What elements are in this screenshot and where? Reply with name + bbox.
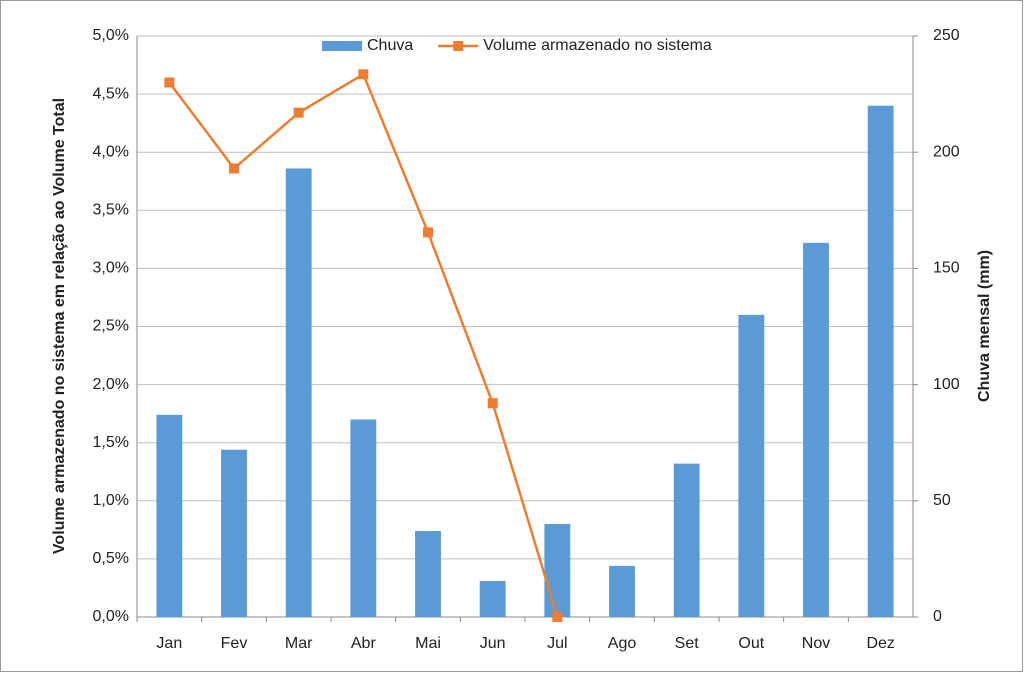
x-tick-label: Abr [351,635,377,652]
x-tick-label: Fev [221,635,248,652]
y-tick-label: 1,5% [93,434,129,451]
bar [350,419,377,617]
bar [156,414,183,617]
marker [293,107,304,118]
x-tick-label: Jul [547,635,567,652]
marker [552,612,563,622]
marker [229,163,239,174]
x-tick-label: Jun [480,635,506,652]
legend-swatch [453,41,464,51]
y-tick-label: 3,0% [93,260,129,277]
y-tick-label: 1,0% [93,492,129,509]
y-axis-title: Volume armazenado no sistema em relação … [51,98,68,554]
legend-swatch [322,41,362,51]
legend-label: Volume armazenado no sistema [483,37,712,54]
bar [738,314,765,617]
marker [423,227,433,238]
bar [803,242,829,617]
y2-tick-label: 100 [933,376,960,393]
bar [415,531,441,617]
y2-tick-label: 0 [933,608,942,625]
y2-axis-title: Chuva mensal (mm) [976,250,993,402]
bar [285,168,312,617]
x-tick-label: Jan [156,635,182,652]
y-tick-label: 4,5% [93,85,129,102]
x-tick-label: Set [675,635,700,652]
x-tick-label: Nov [802,635,830,652]
bar [673,463,700,617]
marker [164,77,175,88]
marker [487,398,498,409]
bar [544,524,571,617]
y-tick-label: 5,0% [93,27,129,44]
y2-tick-label: 150 [933,260,960,277]
x-tick-label: Out [738,635,764,652]
y-tick-label: 4,0% [93,143,129,160]
x-tick-label: Ago [608,635,637,652]
y2-tick-label: 200 [933,143,960,160]
y2-tick-label: 50 [933,492,951,509]
x-tick-label: Mai [415,635,441,652]
y-tick-label: 0,0% [93,608,129,625]
y-tick-label: 2,5% [93,318,129,335]
x-tick-label: Mar [285,635,313,652]
x-tick-label: Dez [866,635,894,652]
bar [479,580,506,617]
bar [221,449,247,617]
y2-tick-label: 250 [933,27,960,44]
y-tick-label: 3,5% [93,202,129,219]
y-tick-label: 0,5% [93,550,129,567]
legend-label: Chuva [367,37,413,54]
bar [867,105,894,617]
y-tick-label: 2,0% [93,376,129,393]
marker [358,69,369,80]
bar [609,565,635,617]
